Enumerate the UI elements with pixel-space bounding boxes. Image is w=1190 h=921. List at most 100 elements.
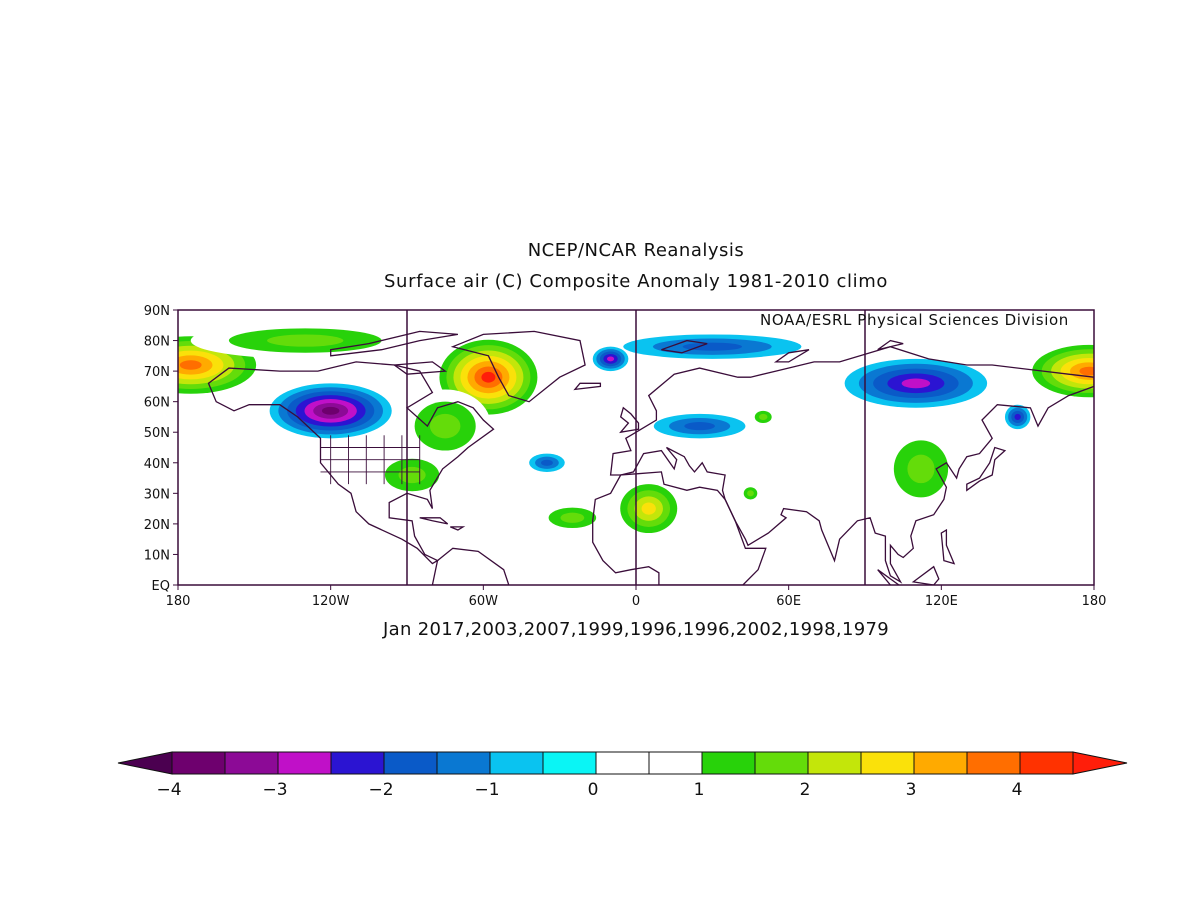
colorbar-bin xyxy=(489,751,544,775)
coastline-segment xyxy=(966,446,1007,492)
colorbar-min-arrow xyxy=(117,751,173,775)
contour-level xyxy=(684,422,715,431)
latitude-labels: 90N 80N 70N 60N 50N 40N 30N 20N 10N EQ xyxy=(144,304,170,594)
contour-level xyxy=(641,502,656,515)
colorbar-labels: −4 −3 −2 −1 0 1 2 3 4 xyxy=(156,780,1022,800)
chart-title: NCEP/NCAR Reanalysis xyxy=(527,240,745,261)
longitude-labels: 180 120W 60W 0 60E 120E 180 xyxy=(166,594,1107,609)
contour-level xyxy=(429,413,461,439)
coastlines xyxy=(207,330,1094,585)
field-eastern-canada-warm xyxy=(399,389,491,463)
colorbar-bin xyxy=(913,751,968,775)
colorbar-tick-label: 3 xyxy=(906,780,917,800)
field-atlantic-cold xyxy=(529,453,565,472)
colorbar-max-arrow xyxy=(1072,751,1128,775)
lat-label: 50N xyxy=(144,426,170,441)
coastline-segment xyxy=(450,330,586,403)
contour-level xyxy=(901,378,931,389)
contour-level xyxy=(267,334,344,347)
colorbar-tick-label: −1 xyxy=(474,780,499,800)
contour-level xyxy=(758,413,768,421)
colorbar-bin xyxy=(1019,751,1074,775)
lon-label: 120W xyxy=(312,594,350,609)
field-barents-cold xyxy=(623,334,802,359)
coastline-segment xyxy=(431,547,510,585)
field-us-east-warm xyxy=(371,450,453,500)
contour-level xyxy=(179,360,202,370)
colorbar xyxy=(117,751,1128,775)
field-greenland-sea-cold xyxy=(592,346,629,372)
colorbar-tick-label: −4 xyxy=(156,780,181,800)
colorbar-tick-label: 2 xyxy=(800,780,811,800)
coastline-segment xyxy=(392,361,448,375)
colorbar-bin xyxy=(436,751,491,775)
axis-ticks xyxy=(173,309,1095,590)
anomaly-fields xyxy=(178,322,1094,540)
field-sahara-warm xyxy=(613,478,685,540)
colorbar-bin xyxy=(171,751,226,775)
coastline-segment xyxy=(450,526,466,531)
coastline-segment xyxy=(573,382,602,391)
colorbar-bin xyxy=(277,751,332,775)
colorbar-bin xyxy=(754,751,809,775)
coastline-segment xyxy=(592,471,767,585)
lat-label: 40N xyxy=(144,457,170,472)
colorbar-bin xyxy=(701,751,756,775)
contour-level xyxy=(1079,366,1094,376)
contour-level xyxy=(398,466,426,484)
contour-level xyxy=(907,454,935,484)
lon-label: 120E xyxy=(925,594,958,609)
coastline-segment xyxy=(877,569,901,585)
colorbar-bin xyxy=(542,751,597,775)
field-western-canada-cold xyxy=(269,383,392,439)
colorbar-bin xyxy=(966,751,1021,775)
field-east-asia-warm xyxy=(880,426,962,512)
lon-label: 60E xyxy=(776,594,801,609)
lat-label: EQ xyxy=(152,579,170,594)
composite-years: Jan 2017,2003,2007,1999,1996,1996,2002,1… xyxy=(383,619,889,640)
field-russia-warm xyxy=(750,407,776,427)
field-arctic-canada-warm xyxy=(190,322,420,359)
field-siberia-cold xyxy=(844,358,988,408)
lat-label: 90N xyxy=(144,304,170,319)
colorbar-tick-label: 1 xyxy=(694,780,705,800)
colorbar-tick-label: −3 xyxy=(262,780,287,800)
contour-level xyxy=(606,356,615,362)
lat-label: 60N xyxy=(144,396,170,411)
coastline-segment xyxy=(619,406,640,434)
lat-label: 30N xyxy=(144,487,170,502)
coastline-segment xyxy=(911,565,940,585)
coastline-segment xyxy=(330,330,459,357)
contour-level xyxy=(560,512,585,523)
contour-level xyxy=(1014,413,1021,421)
coastline-segment xyxy=(609,346,1094,584)
credit-label: NOAA/ESRL Physical Sciences Division xyxy=(760,311,1069,329)
coastline-segment xyxy=(940,528,956,565)
lat-label: 20N xyxy=(144,518,170,533)
contour-level xyxy=(747,490,754,497)
chart-subtitle: Surface air (C) Composite Anomaly 1981-2… xyxy=(384,271,888,292)
colorbar-bin xyxy=(383,751,438,775)
coastline-segment xyxy=(419,517,449,525)
coastline-segment xyxy=(877,339,904,351)
coastline-segment xyxy=(661,339,708,354)
field-arabia-warm xyxy=(740,484,761,503)
contour-level xyxy=(682,342,743,351)
contour-level xyxy=(541,459,553,466)
colorbar-tick-label: −2 xyxy=(368,780,393,800)
colorbar-tick-label: 4 xyxy=(1012,780,1023,800)
lat-label: 10N xyxy=(144,548,170,563)
lat-label: 80N xyxy=(144,335,170,350)
field-okhotsk-cold xyxy=(1004,404,1031,430)
colorbar-bin xyxy=(330,751,385,775)
colorbar-bin xyxy=(224,751,279,775)
colorbar-bin xyxy=(860,751,915,775)
colorbar-bin xyxy=(807,751,862,775)
lat-label: 70N xyxy=(144,365,170,380)
lon-label: 180 xyxy=(166,594,191,609)
field-atlantic-tropic-warm xyxy=(536,502,609,534)
contour-level xyxy=(321,406,340,415)
lon-label: 60W xyxy=(469,594,499,609)
lon-label: 0 xyxy=(632,594,640,609)
contour-level xyxy=(481,371,496,383)
